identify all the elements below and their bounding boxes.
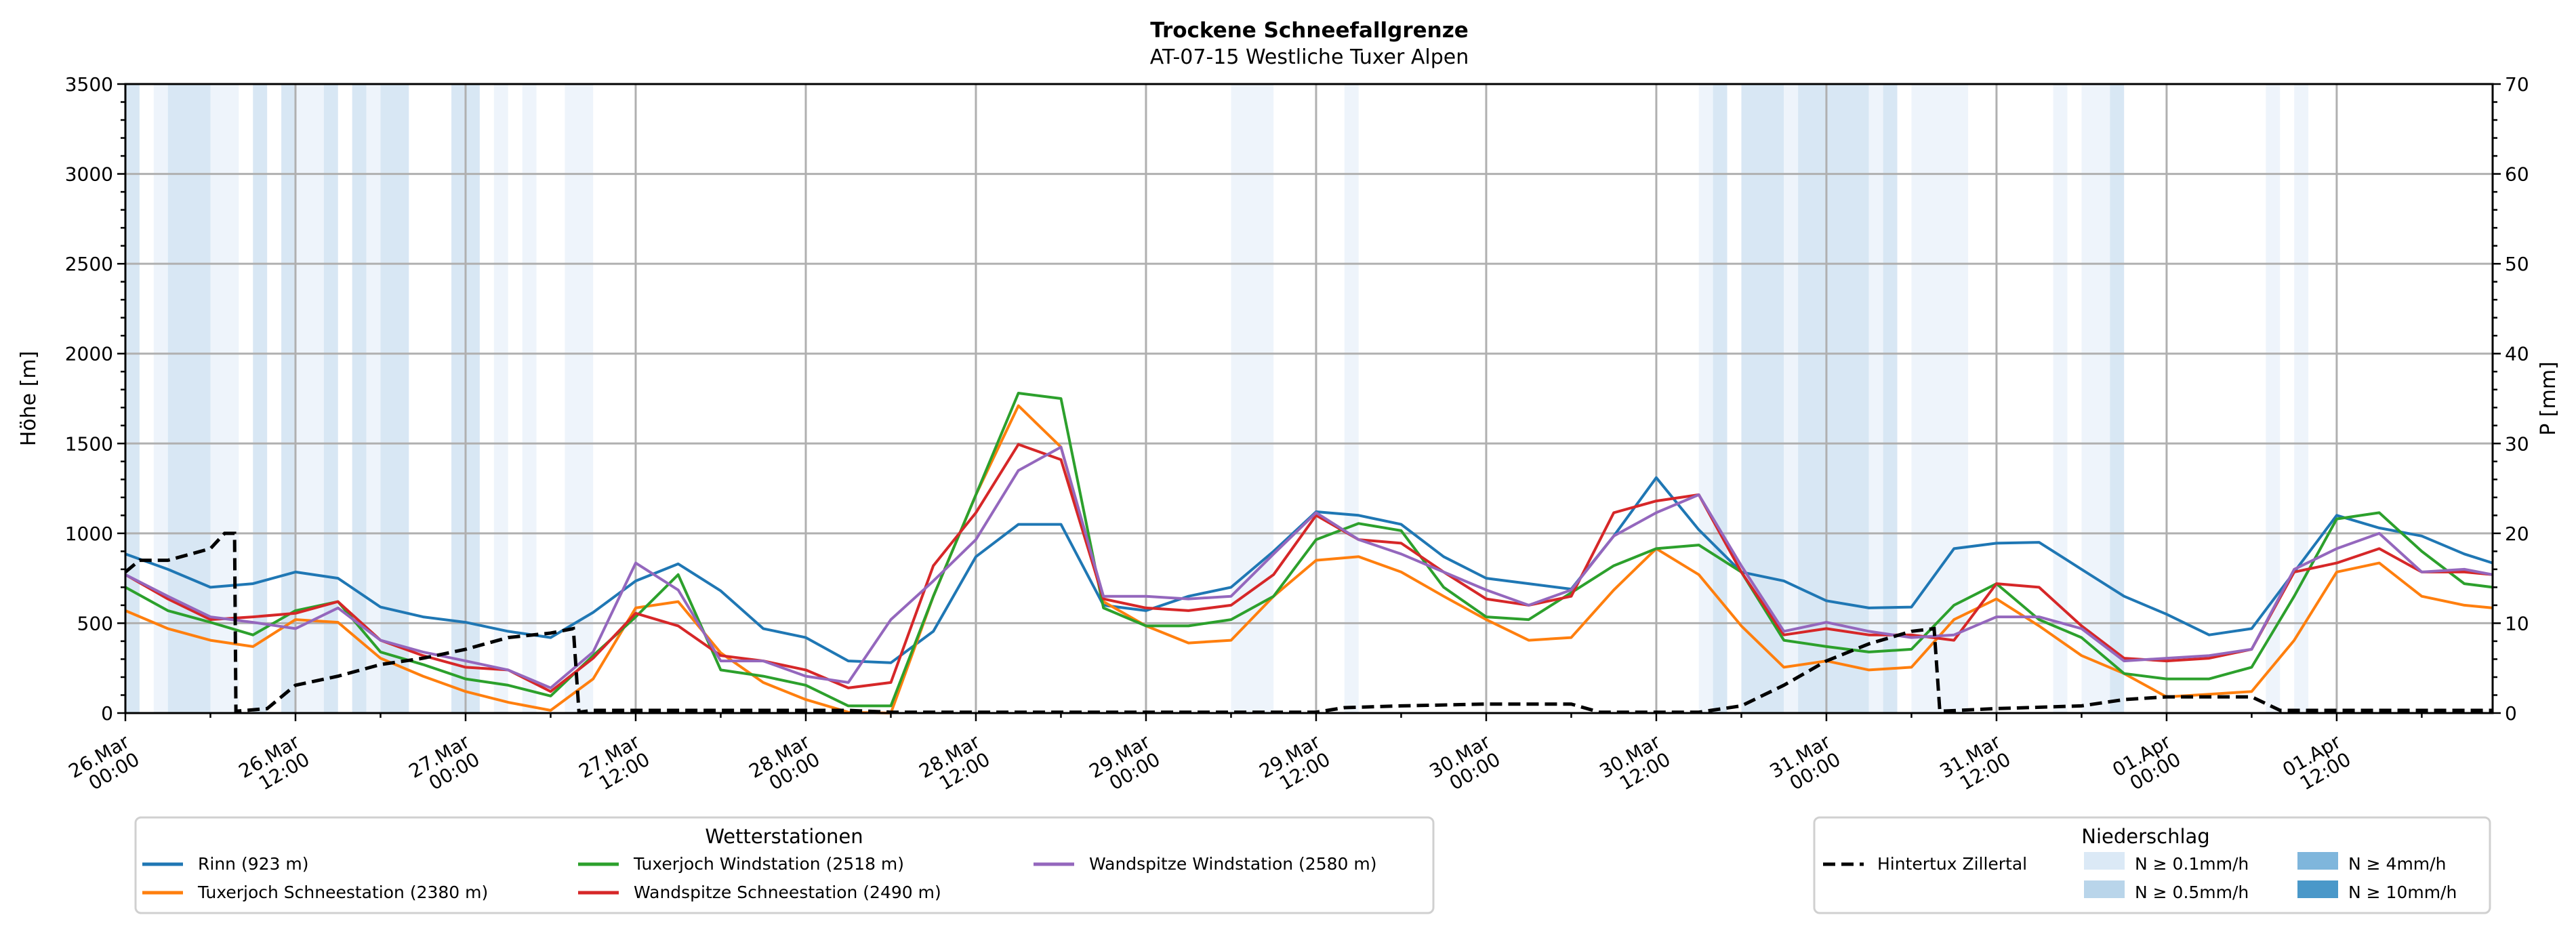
chart-subtitle: AT-07-15 Westliche Tuxer Alpen: [1150, 45, 1469, 69]
precip-band: [2110, 84, 2125, 713]
y-tick-label: 500: [77, 612, 113, 634]
legend-title: Wetterstationen: [705, 825, 863, 848]
plot-frame: [124, 83, 2494, 714]
legend-frame: [134, 816, 1435, 914]
precip-band: [323, 84, 338, 713]
y-axis-label: Höhe [m]: [17, 351, 41, 447]
y-right-tick-label: 50: [2505, 253, 2529, 275]
legend-label: Hintertux Zillertal: [1877, 854, 2027, 874]
precip-bands: [125, 84, 2309, 713]
precip-band: [1713, 84, 1727, 713]
precip-band: [522, 84, 537, 713]
precip-band: [1798, 84, 1869, 713]
legend-precip-label: N ≥ 0.5mm/h: [2135, 883, 2249, 902]
legend-precip-label: N ≥ 4mm/h: [2348, 854, 2446, 874]
y-tick-label: 2000: [65, 343, 113, 365]
y-tick-label: 1500: [65, 432, 113, 455]
precip-band: [1883, 84, 1898, 713]
legend-precip-label: N ≥ 10mm/h: [2348, 883, 2457, 902]
precip-band: [565, 84, 594, 713]
legend-title: Niederschlag: [2081, 825, 2209, 848]
chart-title: Trockene Schneefallgrenze: [1150, 18, 1469, 43]
y-right-tick-label: 40: [2505, 343, 2529, 365]
y-right-tick-label: 30: [2505, 432, 2529, 455]
series-line-2: [125, 392, 2493, 708]
precip-band: [1784, 84, 1799, 713]
legend-label: Wandspitze Schneestation (2490 m): [634, 883, 941, 902]
y-right-tick-label: 20: [2505, 523, 2529, 545]
legend-label: Rinn (923 m): [198, 854, 308, 874]
legend-precip-swatch: [2297, 852, 2338, 870]
precip-band: [380, 84, 409, 713]
precip-band: [352, 84, 367, 713]
precip-band: [167, 84, 211, 713]
legend-precip: Niederschlag Hintertux Zillertal N ≥ 0.1mm…: [1813, 816, 2491, 914]
precip-band: [1698, 84, 1713, 713]
y-axis-right-label: P [mm]: [2537, 361, 2560, 435]
series-lines: [124, 392, 2493, 714]
legend-label: Wandspitze Windstation (2580 m): [1089, 854, 1377, 874]
precip-band: [2081, 84, 2110, 713]
legend-label: Tuxerjoch Windstation (2518 m): [633, 854, 904, 874]
y-tick-label: 2500: [65, 253, 113, 275]
y-right-tick-label: 60: [2505, 163, 2529, 186]
legend-label: Tuxerjoch Schneestation (2380 m): [197, 883, 488, 902]
precip-band: [253, 84, 268, 713]
precip-band: [153, 84, 168, 713]
y-right-tick-label: 0: [2505, 702, 2517, 725]
precip-band: [493, 84, 508, 713]
series-line-4: [125, 445, 2493, 689]
y-tick-label: 3500: [65, 73, 113, 96]
legend-precip-swatch: [2084, 852, 2125, 870]
precip-band: [281, 84, 295, 713]
precip-band: [1344, 84, 1359, 713]
precip-band: [210, 84, 239, 713]
axes: 0 500 1000 1500 2000 2500 3000 3500 0 10 20 30 40 50 6…: [65, 73, 2529, 794]
precip-band: [1911, 84, 1969, 713]
precip-band: [366, 84, 381, 713]
precip-band: [1741, 84, 1784, 713]
y-tick-label: 0: [101, 702, 113, 725]
legend-stations: Wetterstationen Rinn (923 m) Tuxerjoch Sch…: [134, 816, 1435, 914]
series-line-1: [125, 404, 2493, 714]
precip-band: [2053, 84, 2068, 713]
y-right-tick-label: 70: [2505, 73, 2529, 96]
precip-band: [2266, 84, 2281, 713]
legend-precip-label: N ≥ 0.1mm/h: [2135, 854, 2249, 874]
legend-precip-swatch: [2084, 880, 2125, 898]
y-tick-label: 1000: [65, 523, 113, 545]
y-right-tick-label: 10: [2505, 612, 2529, 634]
grid: [124, 83, 2493, 714]
series-line-0: [125, 476, 2493, 664]
legend-precip-swatch: [2297, 880, 2338, 898]
precip-band: [1868, 84, 1883, 713]
y-tick-label: 3000: [65, 163, 113, 186]
precip-band: [125, 84, 140, 713]
